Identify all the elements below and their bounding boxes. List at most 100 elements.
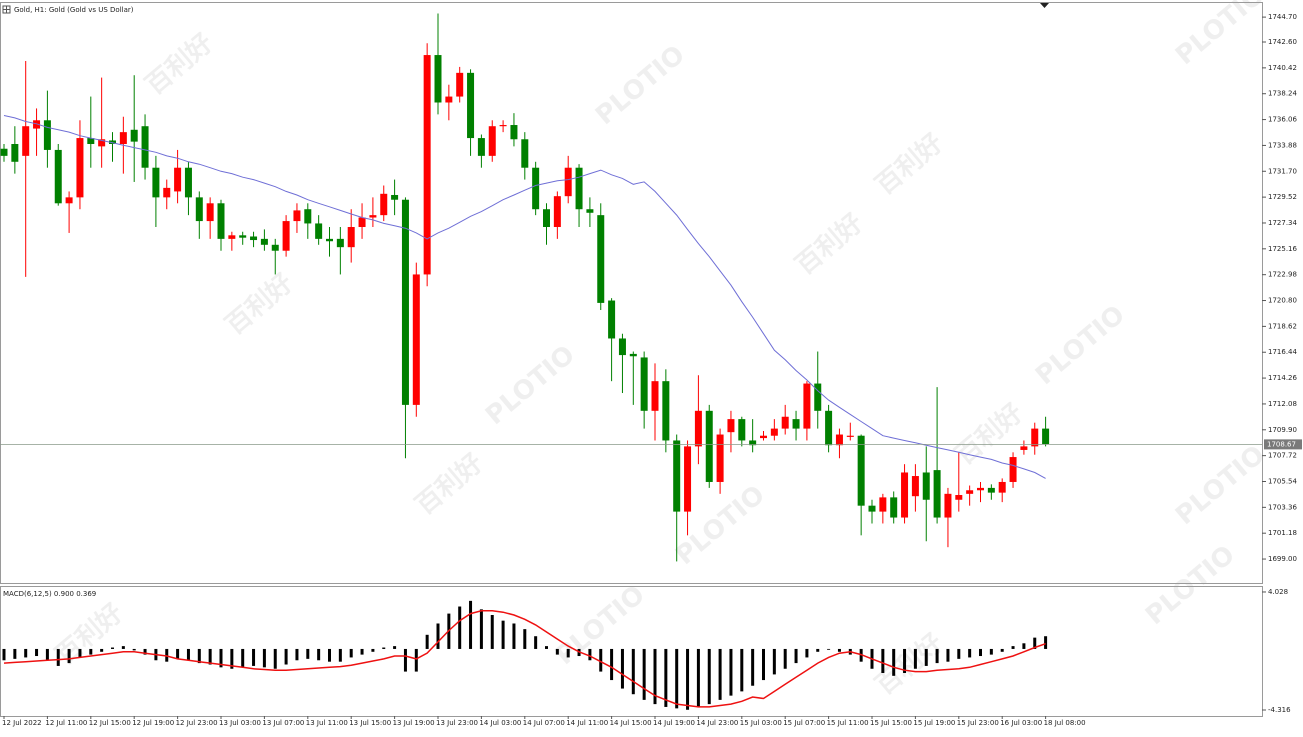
current-price-box (1264, 439, 1302, 450)
y-tick-label: 1699.00 (1268, 555, 1297, 563)
candle-body (868, 505, 876, 512)
macd-bar (371, 648, 375, 652)
candle-body (282, 221, 290, 251)
candle-body (911, 476, 919, 497)
macd-bar (979, 648, 982, 657)
macd-bar (67, 648, 71, 664)
x-tick-label: 14 Jul 15:00 (610, 719, 652, 727)
candle-body (543, 209, 550, 228)
macd-bar (349, 648, 353, 658)
macd-bar (328, 648, 331, 662)
candle-body (33, 120, 41, 129)
macd-bar (653, 648, 657, 705)
macd-bar (273, 648, 277, 669)
candle-body (705, 410, 713, 482)
candle-body (467, 72, 475, 139)
macd-bar (436, 623, 440, 649)
candle-body (54, 149, 62, 204)
macd-bar (740, 648, 744, 692)
candle-body (597, 215, 605, 303)
candle-body (326, 238, 333, 242)
candle-body (87, 138, 95, 144)
macd-bar (121, 646, 125, 649)
macd-bar (707, 648, 711, 705)
candle-body (770, 428, 778, 436)
macd-bar (490, 615, 494, 649)
candle-body (825, 410, 833, 446)
y-tick-label: 1744.70 (1268, 13, 1297, 21)
x-tick-label: 18 Jul 08:00 (1044, 719, 1086, 727)
candle-body (998, 481, 1006, 493)
macd-bar (1044, 636, 1048, 649)
macd-bar (989, 648, 993, 655)
macd-bar (501, 620, 505, 649)
shift-marker (1040, 3, 1049, 8)
candle-body (521, 139, 529, 168)
candle-body (944, 493, 952, 518)
y-tick-label: 1727.34 (1268, 219, 1297, 227)
candle-body (618, 338, 626, 356)
macd-bar (382, 647, 386, 649)
candle-body (163, 187, 171, 198)
candle-body (184, 167, 192, 198)
candle-body (445, 96, 453, 103)
macd-bar (13, 648, 17, 659)
macd-bar (772, 648, 776, 675)
macd-bar (100, 648, 104, 652)
x-tick-label: 12 Jul 2022 (2, 719, 42, 727)
candle-body (933, 470, 941, 518)
macd-bar (78, 648, 82, 658)
candle-body (477, 138, 485, 156)
candle-body (401, 199, 409, 405)
candle-body (336, 238, 344, 248)
x-tick-label: 12 Jul 19:00 (132, 719, 174, 727)
macd-bar (935, 648, 939, 664)
candle-body (694, 410, 702, 447)
x-tick-label: 13 Jul 07:00 (262, 719, 304, 727)
candle-body (499, 125, 507, 127)
y-tick-label: 1731.70 (1268, 167, 1297, 175)
macd-bar (425, 634, 429, 649)
y-tick-label: 1703.36 (1268, 503, 1297, 511)
macd-bar (924, 648, 928, 666)
candle-body (76, 138, 84, 198)
macd-bar (414, 648, 418, 672)
candle-body (174, 167, 182, 192)
y-tick-label: 1736.06 (1268, 116, 1297, 124)
candle-body (792, 419, 800, 429)
macd-bar (143, 648, 147, 655)
macd-bar (1011, 646, 1015, 649)
macd-bar (545, 646, 548, 649)
candle-body (206, 203, 214, 222)
x-tick-label: 13 Jul 19:00 (393, 719, 435, 727)
current-price-label: 1708.67 (1267, 440, 1296, 448)
macd-bar (534, 636, 538, 649)
macd-bar (566, 648, 570, 658)
y-tick-label: 1738.24 (1268, 90, 1297, 98)
candle-body (651, 381, 659, 411)
macd-bar (241, 648, 245, 668)
candle-body (814, 383, 822, 411)
candle-body (369, 215, 377, 218)
macd-bar (664, 648, 668, 707)
candle-body (347, 227, 355, 248)
candle-body (1009, 457, 1017, 482)
y-tick-label: 1742.60 (1268, 38, 1297, 46)
macd-bar (284, 648, 288, 665)
y-tick-label: 1725.16 (1268, 245, 1297, 253)
candle-body (532, 167, 540, 210)
macd-bar (903, 648, 907, 673)
macd-bar (295, 648, 299, 661)
x-tick-label: 14 Jul 07:00 (523, 719, 565, 727)
macd-bar (1033, 637, 1037, 649)
y-tick-label: 1718.62 (1268, 322, 1297, 330)
y-tick-label: 1740.42 (1268, 64, 1297, 72)
candle-body (195, 197, 203, 222)
candle-body (640, 357, 648, 411)
macd-bar (805, 648, 809, 658)
candle-body (130, 129, 138, 142)
y-tick-label: 1733.88 (1268, 141, 1297, 149)
candle-body (434, 55, 442, 103)
candle-body (141, 126, 149, 168)
candle-body (1042, 428, 1050, 445)
